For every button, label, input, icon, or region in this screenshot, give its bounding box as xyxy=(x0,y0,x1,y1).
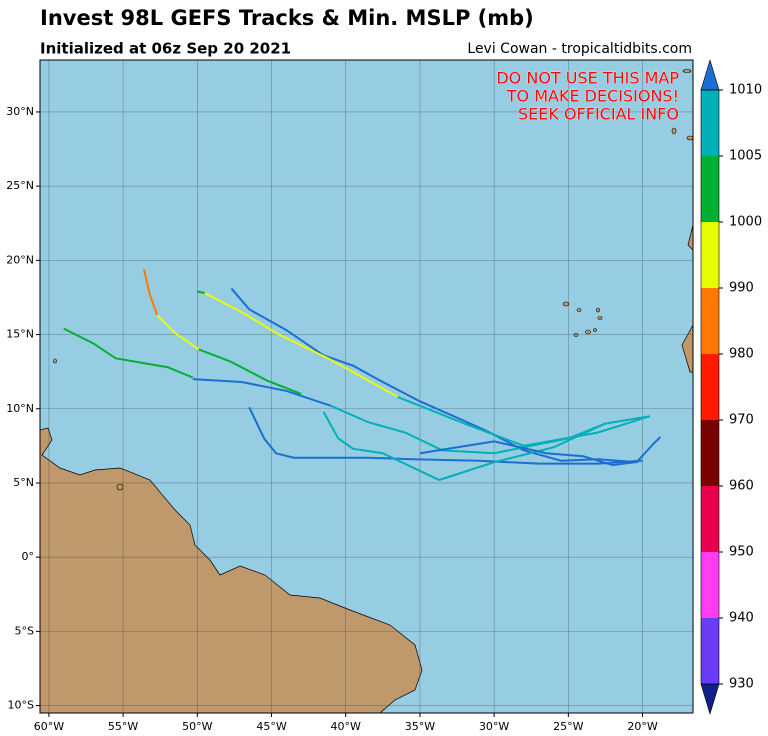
x-tick-label: 20°W xyxy=(627,720,657,733)
warning: TO MAKE DECISIONS! xyxy=(506,87,679,106)
colorbar-segment xyxy=(701,552,719,618)
colorbar-frame xyxy=(700,89,720,685)
x-tick-label: 25°W xyxy=(553,720,583,733)
colorbar-label: 950 xyxy=(729,545,754,560)
x-tick-label: 30°W xyxy=(479,720,509,733)
storm-track xyxy=(156,314,200,351)
storm-track xyxy=(204,292,399,398)
credit: Levi Cowan - tropicaltidbits.com xyxy=(467,41,692,57)
warning: SEEK OFFICIAL INFO xyxy=(518,105,679,124)
colorbar-over xyxy=(700,58,720,91)
title: Invest 98L GEFS Tracks & Min. MSLP (mb) xyxy=(40,6,534,30)
y-tick-label: 20°N xyxy=(6,253,34,266)
subtitle: Initialized at 06z Sep 20 2021 xyxy=(40,40,291,58)
colorbar-label: 970 xyxy=(729,413,754,428)
colorbar-segment xyxy=(701,156,719,222)
islands xyxy=(53,69,693,491)
storm-track xyxy=(142,269,159,316)
colorbar-label: 1005 xyxy=(729,149,762,164)
storm-track xyxy=(192,378,332,407)
colorbar-label: 980 xyxy=(729,347,754,362)
colorbar-label: 940 xyxy=(729,611,754,626)
x-tick-label: 60°W xyxy=(34,720,64,733)
y-tick-label: 10°N xyxy=(6,402,34,415)
colorbar-label: 960 xyxy=(729,479,754,494)
y-tick-label: 0° xyxy=(22,550,35,563)
y-tick-label: 25°N xyxy=(6,179,34,192)
x-tick-label: 40°W xyxy=(331,720,361,733)
y-tick-label: 5°N xyxy=(13,476,34,489)
x-tick-label: 55°W xyxy=(108,720,138,733)
x-tick-label: 50°W xyxy=(182,720,212,733)
colorbar-under xyxy=(700,683,720,716)
y-tick-label: 15°N xyxy=(6,328,34,341)
africa xyxy=(687,224,693,251)
colorbar-segment xyxy=(701,354,719,420)
x-tick-label: 45°W xyxy=(256,720,286,733)
africa xyxy=(681,324,693,373)
colorbar-segment xyxy=(701,486,719,552)
storm-track xyxy=(248,406,643,465)
storm-track xyxy=(419,440,636,467)
land xyxy=(40,69,693,713)
colorbar-segment xyxy=(701,420,719,486)
y-tick-label: 5°S xyxy=(15,624,34,637)
colorbar-segment xyxy=(701,288,719,354)
storm-track xyxy=(63,327,194,379)
y-tick-label: 10°S xyxy=(8,699,34,712)
south-america xyxy=(40,427,423,713)
storm-track xyxy=(197,290,205,294)
colorbar-label: 990 xyxy=(729,281,754,296)
colorbar-label: 1010 xyxy=(729,83,762,98)
storm-track xyxy=(322,411,651,482)
storm-track xyxy=(397,395,651,447)
storm-track xyxy=(198,348,302,395)
y-tick-label: 30°N xyxy=(6,105,34,118)
colorbar-label: 1000 xyxy=(729,215,762,230)
plot-frame xyxy=(39,59,694,714)
colorbar-label: 930 xyxy=(729,677,754,692)
x-tick-label: 35°W xyxy=(405,720,435,733)
colorbar-segment xyxy=(701,222,719,288)
colorbar-segment xyxy=(701,90,719,156)
colorbar-segment xyxy=(701,618,719,684)
warning: DO NOT USE THIS MAP xyxy=(496,69,679,88)
